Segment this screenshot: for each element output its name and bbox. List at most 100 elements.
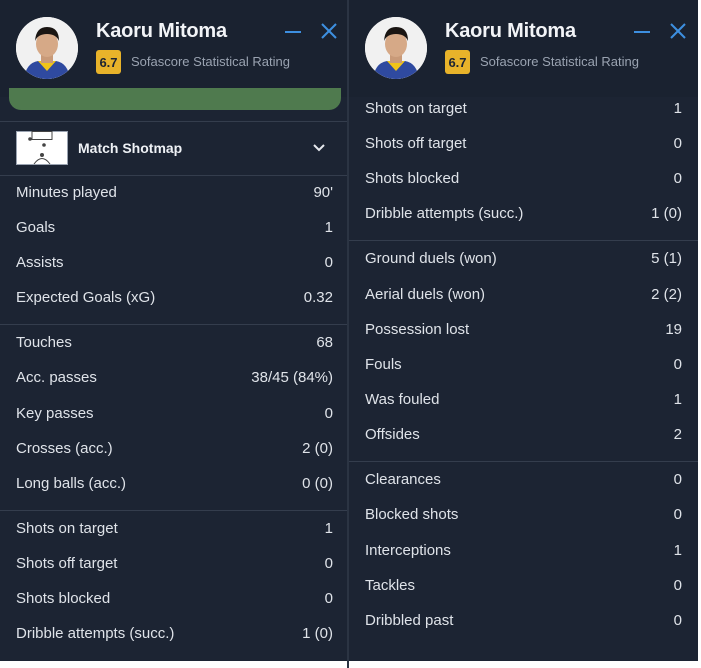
stat-row-goals: Goals 1 — [0, 211, 347, 246]
stat-row-expected-goals: Expected Goals (xG) 0.32 — [0, 281, 347, 316]
player-stats-panel-left: Kaoru Mitoma 6.7 Sofascore Statistical R… — [0, 0, 347, 661]
section-divider — [349, 461, 698, 462]
player-stats-panel-right: Kaoru Mitoma 6.7 Sofascore Statistical R… — [349, 0, 698, 661]
stat-row-tackles: Tackles 0 — [349, 569, 698, 604]
stat-row-dribble-attempts: Dribble attempts (succ.) 1 (0) — [0, 617, 347, 652]
stat-label: Dribble attempts (succ.) — [365, 205, 524, 222]
close-icon — [321, 23, 337, 39]
stat-row-ground-duels: Ground duels (won) 5 (1) — [349, 242, 698, 277]
avatar — [16, 17, 78, 79]
stat-value: 2 (0) — [302, 440, 333, 457]
stat-value: 2 — [673, 426, 682, 443]
shotmap-label: Match Shotmap — [78, 140, 183, 156]
stat-label: Shots off target — [16, 555, 118, 572]
stat-label: Shots blocked — [365, 170, 460, 187]
stat-row-shots-on-target: Shots on target 1 — [349, 92, 698, 127]
stat-label: Aerial duels (won) — [365, 286, 486, 303]
stat-value: 0.32 — [303, 289, 333, 306]
stat-row-acc-passes: Acc. passes 38/45 (84%) — [0, 361, 347, 396]
stat-label: Shots blocked — [16, 590, 111, 607]
stat-row-shots-off-target: Shots off target 0 — [349, 127, 698, 162]
stat-row-touches: Touches 68 — [0, 326, 347, 361]
rating-label: Sofascore Statistical Rating — [480, 54, 639, 69]
stat-value: 5 (1) — [651, 250, 682, 267]
stat-label: Minutes played — [16, 184, 117, 201]
close-button[interactable] — [319, 21, 339, 41]
stat-value: 19 — [665, 321, 682, 338]
stat-value: 1 — [673, 391, 682, 408]
stat-value: 0 — [324, 555, 333, 572]
stat-row-shots-blocked: Shots blocked 0 — [349, 162, 698, 197]
stat-value: 0 (0) — [302, 475, 333, 492]
stat-row-possession-lost: Possession lost 19 — [349, 313, 698, 348]
close-button[interactable] — [668, 21, 688, 41]
stat-value: 1 (0) — [302, 625, 333, 642]
stat-label: Tackles — [365, 577, 416, 594]
stat-row-clearances: Clearances 0 — [349, 463, 698, 498]
section-divider — [0, 324, 347, 325]
stat-value: 1 — [673, 100, 682, 117]
stat-value: 1 — [324, 219, 333, 236]
avatar — [365, 17, 427, 79]
stat-label: Clearances — [365, 471, 441, 488]
stat-label: Ground duels (won) — [365, 250, 497, 267]
stat-label: Crosses (acc.) — [16, 440, 113, 457]
stat-label: Expected Goals (xG) — [16, 289, 156, 306]
stat-value: 0 — [673, 612, 682, 629]
stat-row-key-passes: Key passes 0 — [0, 397, 347, 432]
stat-label: Shots off target — [365, 135, 467, 152]
player-header: Kaoru Mitoma 6.7 Sofascore Statistical R… — [349, 0, 698, 97]
stat-label: Acc. passes — [16, 369, 97, 386]
shotmap-toggle[interactable]: Match Shotmap — [0, 121, 347, 176]
rating-label: Sofascore Statistical Rating — [131, 54, 290, 69]
stat-row-assists: Assists 0 — [0, 246, 347, 281]
stat-label: Goals — [16, 219, 56, 236]
stat-row-dribbled-past: Dribbled past 0 — [349, 604, 698, 639]
stat-value: 38/45 (84%) — [251, 369, 333, 386]
stat-label: Interceptions — [365, 542, 451, 559]
stat-label: Assists — [16, 254, 64, 271]
stat-label: Offsides — [365, 426, 420, 443]
player-name: Kaoru Mitoma — [445, 20, 576, 42]
stat-label: Was fouled — [365, 391, 440, 408]
section-divider — [349, 240, 698, 241]
stat-label: Possession lost — [365, 321, 470, 338]
minimize-button[interactable] — [632, 22, 652, 42]
stat-value: 0 — [673, 577, 682, 594]
stat-row-crosses: Crosses (acc.) 2 (0) — [0, 432, 347, 467]
stat-row-long-balls: Long balls (acc.) 0 (0) — [0, 467, 347, 502]
minimize-button[interactable] — [283, 22, 303, 42]
stat-value: 0 — [673, 506, 682, 523]
stat-value: 0 — [673, 135, 682, 152]
rating-bar — [9, 88, 341, 110]
stat-row-shots-on-target: Shots on target 1 — [0, 512, 347, 547]
stat-value: 68 — [316, 334, 333, 351]
stat-value: 0 — [673, 356, 682, 373]
stat-row-minutes-played: Minutes played 90' — [0, 176, 347, 211]
stat-value: 0 — [673, 471, 682, 488]
rating-badge: 6.7 — [96, 50, 121, 74]
stat-label: Blocked shots — [365, 506, 459, 523]
stat-label: Key passes — [16, 405, 94, 422]
stat-label: Long balls (acc.) — [16, 475, 127, 492]
stat-row-interceptions: Interceptions 1 — [349, 534, 698, 569]
panel-divider — [347, 0, 349, 668]
stat-label: Touches — [16, 334, 72, 351]
stat-value: 0 — [324, 590, 333, 607]
pitch-icon — [16, 131, 68, 165]
stat-value: 0 — [673, 170, 682, 187]
stat-label: Fouls — [365, 356, 402, 373]
minus-icon — [285, 31, 301, 33]
stat-row-shots-blocked: Shots blocked 0 — [0, 582, 347, 617]
stat-value: 1 — [673, 542, 682, 559]
stat-value: 2 (2) — [651, 286, 682, 303]
stat-label: Shots on target — [365, 100, 467, 117]
player-name: Kaoru Mitoma — [96, 20, 227, 42]
stat-value: 0 — [324, 254, 333, 271]
stat-row-blocked-shots: Blocked shots 0 — [349, 498, 698, 533]
stat-value: 0 — [324, 405, 333, 422]
close-icon — [670, 23, 686, 39]
stat-value: 1 — [324, 520, 333, 537]
player-header: Kaoru Mitoma 6.7 Sofascore Statistical R… — [0, 0, 347, 97]
section-divider — [0, 510, 347, 511]
